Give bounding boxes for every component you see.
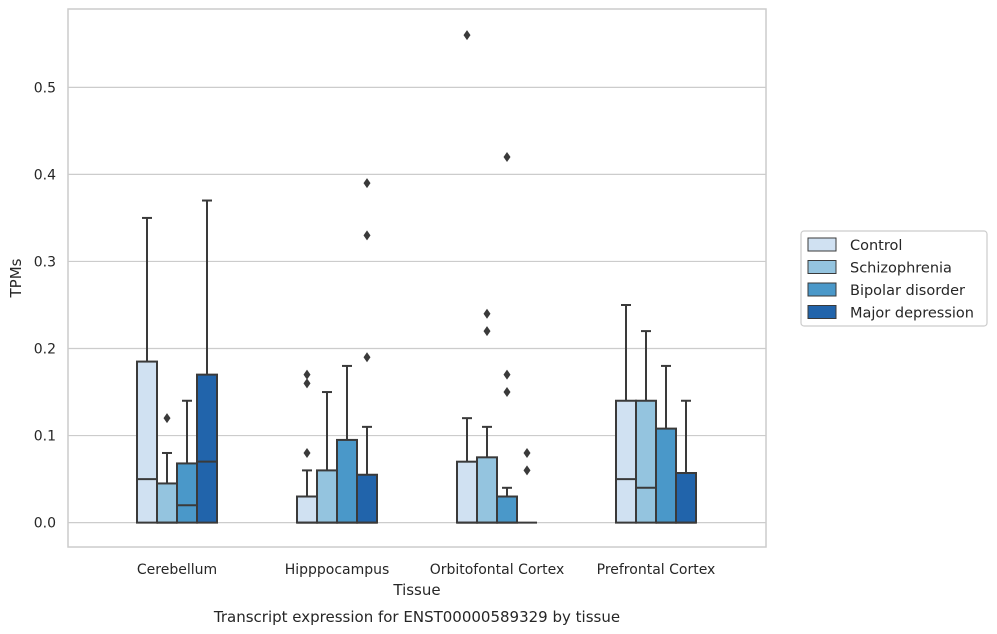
y-tick-label: 0.4 (34, 167, 56, 183)
box-3-2 (655, 364, 677, 524)
box-2-2 (496, 151, 518, 524)
box-1-1 (316, 391, 338, 524)
legend-swatch (807, 282, 837, 297)
y-tick-label: 0.3 (34, 254, 56, 270)
legend-swatch (807, 260, 837, 274)
box-rect (336, 438, 358, 524)
legend-label: Bipolar disorder (850, 283, 965, 299)
y-tick-labels: 0.0 0.1 0.2 0.3 0.4 0.5 (34, 80, 56, 531)
box-rect (136, 360, 158, 524)
box-3-3 (675, 399, 697, 524)
y-tick-label: 0.0 (34, 516, 56, 532)
box-rect (176, 462, 198, 524)
box-2-3 (517, 447, 537, 524)
legend-swatch (807, 237, 837, 252)
box-rect (635, 399, 657, 524)
box-rect (196, 373, 218, 524)
outlier-point (303, 369, 311, 380)
plot-frame (67, 8, 767, 548)
y-tick-label: 0.1 (34, 429, 56, 445)
box-1-2 (336, 364, 358, 524)
box-rect (615, 399, 637, 524)
box-0-0 (136, 216, 158, 524)
outlier-point (523, 465, 531, 476)
legend-label: Major depression (850, 306, 974, 322)
x-tick-label: Prefrontal Cortex (597, 562, 716, 578)
box-rect (296, 495, 318, 524)
box-3-1 (635, 330, 657, 524)
y-axis-label: TPMs (7, 258, 25, 298)
box-rect (356, 473, 378, 524)
box-rect (156, 482, 178, 524)
legend-label: Control (850, 238, 902, 254)
legend: Control Schizophrenia Bipolar disorder Majo… (800, 230, 988, 327)
box-2-1 (476, 308, 498, 524)
box-1-0 (296, 369, 318, 524)
box-rect (316, 469, 338, 524)
outlier-point (483, 308, 491, 319)
box-layer (136, 30, 697, 524)
box-2-0 (456, 30, 478, 524)
outlier-point (303, 447, 311, 458)
outlier-point (503, 387, 511, 398)
x-axis-label: Tissue (392, 581, 440, 599)
outlier-point (523, 447, 531, 458)
box-rect (456, 460, 478, 524)
legend-swatch (807, 305, 837, 319)
box-0-1 (156, 413, 178, 524)
y-tick-label: 0.2 (34, 342, 56, 358)
x-tick-label: Hipppocampus (285, 562, 390, 578)
outlier-point (463, 30, 471, 41)
box-3-0 (615, 303, 637, 524)
outlier-point (363, 230, 371, 241)
outlier-point (303, 378, 311, 389)
x-tick-label: Cerebellum (137, 562, 217, 578)
box-1-3 (356, 178, 378, 524)
outlier-point (503, 369, 511, 380)
x-tick-label: Orbitofontal Cortex (430, 562, 565, 578)
box-rect (675, 472, 697, 524)
outlier-point (483, 326, 491, 337)
legend-label: Schizophrenia (850, 261, 952, 277)
box-0-3 (196, 199, 218, 524)
box-rect (476, 456, 498, 524)
box-rect (655, 427, 677, 524)
outlier-point (363, 352, 371, 363)
outlier-point (503, 151, 511, 162)
box-0-2 (176, 399, 198, 524)
legend-frame (800, 230, 988, 327)
chart-caption: Transcript expression for ENST0000058932… (213, 608, 620, 626)
outlier-point (363, 178, 371, 189)
x-tick-labels: Cerebellum Hipppocampus Orbitofontal Corte… (137, 562, 715, 578)
outlier-point (163, 413, 171, 424)
box-rect (496, 495, 518, 524)
y-tick-label: 0.5 (34, 80, 56, 96)
